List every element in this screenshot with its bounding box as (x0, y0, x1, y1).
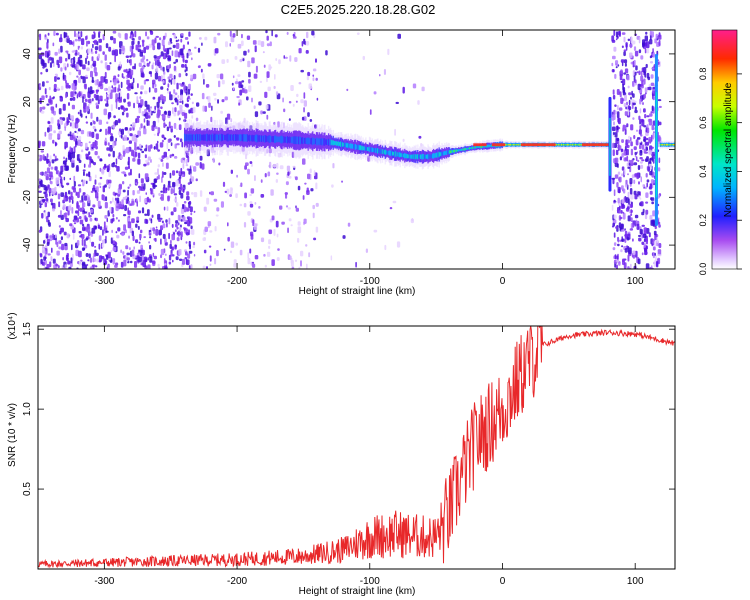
snr-x-ticks: -300 -200 -100 0 100 (94, 326, 644, 587)
colorbar-tick-label: 0.2 (698, 214, 708, 227)
snr-y-ticks: 0.5 1.0 1.5 (22, 322, 675, 496)
y-tick-label: 20 (22, 96, 33, 108)
x-tick-label: -300 (94, 576, 114, 587)
x-tick-label: 0 (500, 576, 506, 587)
y-tick-label: 1.5 (22, 322, 33, 336)
snr-y-label: SNR (10 * v/v) (7, 403, 18, 467)
colorbar-tick-label: 0.0 (698, 263, 708, 276)
spectrogram-heatmap (38, 30, 675, 269)
colorbar-tick-label: 0.4 (698, 165, 708, 178)
y-tick-label: -20 (22, 190, 33, 205)
y-tick-label: -40 (22, 237, 33, 252)
spectrogram-x-ticks: -300 -200 -100 0 100 (94, 30, 644, 287)
x-tick-label: -100 (360, 576, 380, 587)
colorbar-tick-label: 0.6 (698, 116, 708, 129)
colorbar-gradient (711, 29, 738, 270)
x-tick-label: 100 (627, 276, 644, 287)
colorbar: 0.0 0.2 0.4 0.6 0.8 Normalized spectral ampl… (698, 29, 742, 276)
y-tick-label: 40 (22, 48, 33, 60)
figure-title: C2E5.2025.220.18.28.G02 (281, 2, 436, 17)
colorbar-ticks: 0.0 0.2 0.4 0.6 0.8 (698, 68, 742, 276)
spectrogram-y-ticks: -40 -20 0 20 40 (22, 48, 675, 252)
snr-series-line (38, 326, 675, 569)
snr-x-label: Height of straight line (km) (299, 586, 416, 597)
y-tick-label: 0 (22, 146, 33, 152)
y-tick-label: 1.0 (22, 402, 33, 416)
spectrogram-y-label: Frequency (Hz) (7, 115, 18, 184)
x-tick-label: -300 (94, 276, 114, 287)
snr-scale-label: (x10⁴) (7, 312, 18, 339)
x-tick-label: 0 (500, 276, 506, 287)
x-tick-label: -100 (360, 276, 380, 287)
colorbar-label: Normalized spectral amplitude (723, 82, 734, 217)
x-tick-label: -200 (227, 276, 247, 287)
snr-frame (37, 325, 676, 570)
x-tick-label: -200 (227, 576, 247, 587)
snr-panel: -300 -200 -100 0 100 0.5 1.0 1.5 Height of str… (7, 312, 676, 597)
colorbar-tick-label: 0.8 (698, 68, 708, 81)
y-tick-label: 0.5 (22, 482, 33, 496)
x-tick-label: 100 (627, 576, 644, 587)
spectrogram-x-label: Height of straight line (km) (299, 286, 416, 297)
